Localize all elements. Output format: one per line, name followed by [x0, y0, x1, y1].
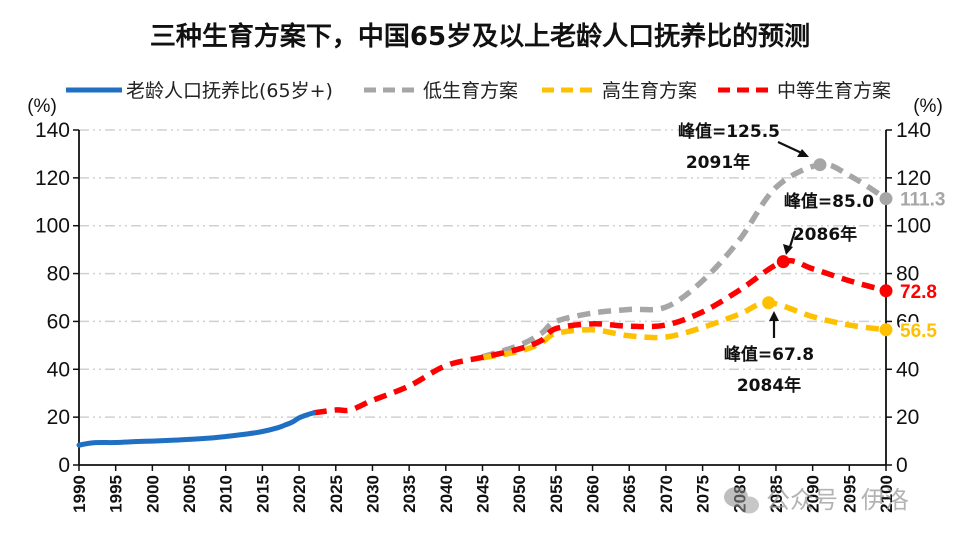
legend-item: 中等生育方案: [718, 80, 891, 102]
y-tick-label-right: 140: [896, 119, 931, 142]
data-point-marker: [776, 255, 790, 269]
legend: 老龄人口抚养比(65岁+) 低生育方案 高生育方案 中等生育方案: [66, 80, 891, 102]
peak-markers: [762, 158, 893, 337]
data-point-marker: [879, 192, 893, 206]
legend-item: 低生育方案: [364, 80, 518, 102]
y-tick-label-left: 40: [47, 358, 70, 381]
y-axis-unit-left: (%): [27, 96, 57, 117]
x-tick-label: 2070: [657, 475, 676, 513]
end-labels: 111.3 72.8 56.5: [899, 188, 947, 343]
y-tick-label-left: 140: [35, 119, 70, 142]
y-tick-label-right: 80: [896, 263, 919, 286]
data-point-marker: [879, 323, 893, 337]
x-tick-label: 2050: [510, 475, 529, 513]
y-tick-label-left: 80: [47, 263, 70, 286]
gridlines: [79, 129, 886, 418]
y-tick-label-right: 60: [896, 310, 919, 333]
x-tick-label: 2095: [840, 475, 859, 513]
y-axis-unit-right: (%): [913, 96, 943, 117]
x-tick-label: 2055: [547, 475, 566, 513]
x-tick-label: 2090: [804, 475, 823, 513]
legend-label: 中等生育方案: [777, 80, 891, 102]
y-tick-label-left: 120: [35, 167, 70, 190]
y-tick-label-right: 40: [896, 358, 919, 381]
x-tick-label: 2085: [767, 475, 786, 513]
y-tick-label-right: 20: [896, 406, 919, 429]
y-tick-label-left: 100: [35, 215, 70, 238]
x-tick-label: 2100: [877, 475, 896, 513]
watermark-text: 公众号 · 伊洛: [766, 486, 909, 514]
y-tick-label-right: 120: [896, 167, 931, 190]
x-tick-label: 2005: [180, 475, 199, 513]
annotation-peak-medium-year: 2086年: [793, 224, 857, 245]
legend-label: 老龄人口抚养比(65岁+): [126, 80, 333, 102]
chart-title: 三种生育方案下，中国65岁及以上老龄人口抚养比的预测: [150, 21, 810, 52]
y-tick-label-right: 0: [896, 454, 908, 477]
x-tick-label: 1995: [107, 475, 126, 513]
annotation-peak-low-value: 峰值=125.5: [678, 121, 780, 142]
x-tick-label: 2025: [327, 475, 346, 513]
legend-item: 高生育方案: [542, 80, 697, 102]
x-tick-label: 2065: [620, 475, 639, 513]
x-tick-label: 2075: [694, 475, 713, 513]
legend-label: 高生育方案: [602, 80, 697, 102]
wechat-icon: [724, 487, 759, 514]
end-value-label: 56.5: [900, 321, 937, 342]
y-tick-label-left: 60: [47, 310, 70, 333]
legend-label: 低生育方案: [423, 80, 518, 102]
arrow-head-icon: [783, 244, 793, 255]
x-tick-label: 2010: [217, 475, 236, 513]
end-value-label: 72.8: [900, 282, 937, 303]
watermark: 公众号 · 伊洛: [724, 486, 909, 514]
x-tick-label: 2035: [400, 475, 419, 513]
series-line-0: [76, 410, 317, 448]
x-tick-label: 2000: [143, 475, 162, 513]
arrow-head-icon: [769, 311, 779, 321]
annotation-peak-medium-value: 峰值=85.0: [784, 191, 874, 212]
x-tick-label: 2020: [290, 475, 309, 513]
y-tick-label-right: 100: [896, 215, 931, 238]
series-line-2: [482, 300, 887, 361]
y-tick-label-left: 0: [58, 454, 70, 477]
legend-item: 老龄人口抚养比(65岁+): [66, 80, 333, 102]
y-tick-label-left: 20: [47, 406, 70, 429]
x-tick-label: 2060: [584, 475, 603, 513]
x-tick-label: 1990: [70, 475, 89, 513]
annotation-peak-high-year: 2084年: [737, 375, 801, 396]
data-point-marker: [879, 284, 893, 298]
annotation-peak-low-year: 2091年: [686, 152, 750, 173]
x-tick-label: 2030: [363, 475, 382, 513]
x-tick-label: 2045: [474, 475, 493, 513]
data-point-marker: [813, 158, 827, 172]
x-tick-label: 2040: [437, 475, 456, 513]
arrow-head-icon: [797, 149, 809, 157]
data-point-marker: [762, 296, 776, 310]
annotation-peak-high-value: 峰值=67.8: [724, 344, 814, 365]
x-tick-label: 2015: [253, 475, 272, 513]
end-value-label: 111.3: [900, 190, 945, 211]
